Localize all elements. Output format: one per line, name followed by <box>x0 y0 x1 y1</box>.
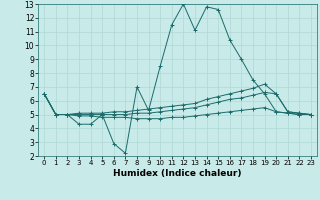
X-axis label: Humidex (Indice chaleur): Humidex (Indice chaleur) <box>113 169 242 178</box>
